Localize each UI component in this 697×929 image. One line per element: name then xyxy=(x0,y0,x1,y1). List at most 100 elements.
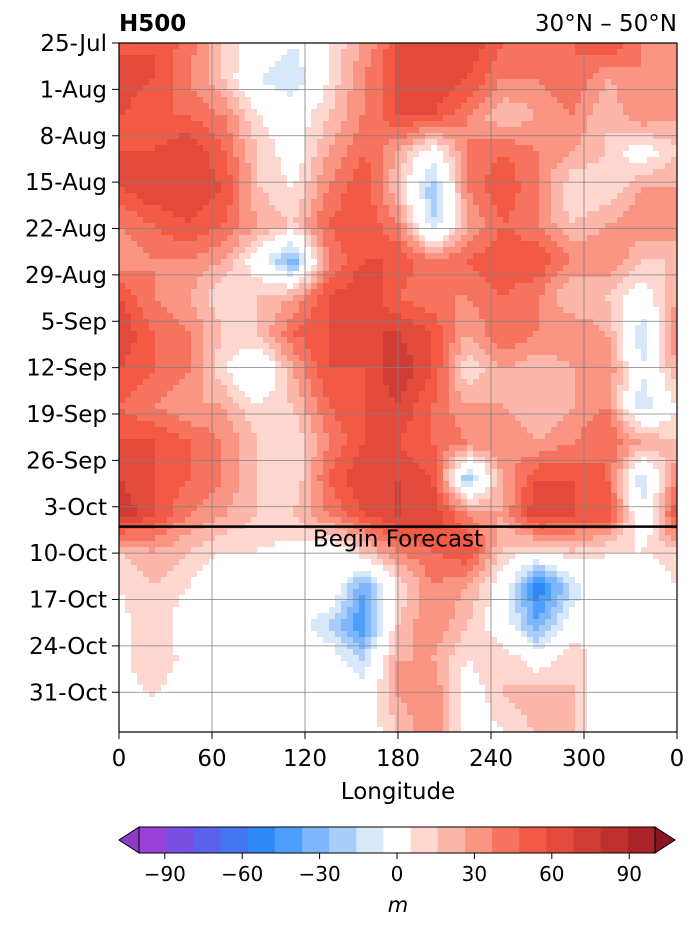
field-cell xyxy=(509,151,516,158)
field-cell xyxy=(311,79,318,86)
field-cell xyxy=(491,163,498,170)
field-cell xyxy=(185,43,192,50)
field-cell xyxy=(611,97,618,104)
field-cell xyxy=(659,265,666,272)
field-cell xyxy=(377,337,384,344)
field-cell xyxy=(161,187,168,194)
field-cell xyxy=(461,253,468,260)
field-cell xyxy=(611,211,618,218)
field-cell xyxy=(191,355,198,362)
field-cell xyxy=(119,229,126,236)
field-cell xyxy=(263,265,270,272)
field-cell xyxy=(521,97,528,104)
field-cell xyxy=(197,223,204,230)
field-cell xyxy=(191,247,198,254)
field-cell xyxy=(173,175,180,182)
field-cell xyxy=(371,181,378,188)
field-cell xyxy=(293,265,300,272)
field-cell xyxy=(563,121,570,128)
field-cell xyxy=(323,307,330,314)
field-cell xyxy=(587,193,594,200)
field-cell xyxy=(185,307,192,314)
field-cell xyxy=(665,331,672,338)
field-cell xyxy=(131,49,138,56)
field-cell xyxy=(431,157,438,164)
field-cell xyxy=(479,73,486,80)
field-cell xyxy=(161,211,168,218)
field-cell xyxy=(413,109,420,116)
field-cell xyxy=(461,97,468,104)
field-cell xyxy=(491,199,498,206)
field-cell xyxy=(323,193,330,200)
field-cell xyxy=(143,181,150,188)
field-cell xyxy=(131,265,138,272)
field-cell xyxy=(305,163,312,170)
field-cell xyxy=(281,55,288,62)
field-cell xyxy=(503,259,510,266)
field-cell xyxy=(545,265,552,272)
field-cell xyxy=(605,355,612,362)
field-cell xyxy=(257,343,264,350)
field-cell xyxy=(503,217,510,224)
field-cell xyxy=(623,331,630,338)
field-cell xyxy=(257,49,264,56)
field-cell xyxy=(611,85,618,92)
field-cell xyxy=(413,181,420,188)
field-cell xyxy=(203,163,210,170)
field-cell xyxy=(665,187,672,194)
field-cell xyxy=(455,259,462,266)
field-cell xyxy=(233,277,240,284)
field-cell xyxy=(371,157,378,164)
field-cell xyxy=(539,229,546,236)
field-cell xyxy=(119,295,126,302)
field-cell xyxy=(257,253,264,260)
field-cell xyxy=(191,253,198,260)
field-cell xyxy=(539,121,546,128)
field-cell xyxy=(155,289,162,296)
field-cell xyxy=(431,49,438,56)
field-cell xyxy=(275,319,282,326)
field-cell xyxy=(257,127,264,134)
field-cell xyxy=(365,295,372,302)
field-cell xyxy=(143,85,150,92)
field-cell xyxy=(305,253,312,260)
field-cell xyxy=(239,343,246,350)
field-cell xyxy=(467,211,474,218)
field-cell xyxy=(587,307,594,314)
field-cell xyxy=(275,241,282,248)
field-cell xyxy=(383,211,390,218)
field-cell xyxy=(383,247,390,254)
field-cell xyxy=(647,109,654,116)
field-cell xyxy=(485,115,492,122)
field-cell xyxy=(659,277,666,284)
field-cell xyxy=(479,97,486,104)
field-cell xyxy=(563,97,570,104)
field-cell xyxy=(401,235,408,242)
field-cell xyxy=(131,283,138,290)
field-cell xyxy=(401,187,408,194)
field-cell xyxy=(365,319,372,326)
field-cell xyxy=(605,271,612,278)
field-cell xyxy=(143,265,150,272)
field-cell xyxy=(251,337,258,344)
field-cell xyxy=(245,211,252,218)
field-cell xyxy=(203,325,210,332)
field-cell xyxy=(419,121,426,128)
field-cell xyxy=(239,43,246,50)
field-cell xyxy=(281,301,288,308)
field-cell xyxy=(587,259,594,266)
field-cell xyxy=(419,265,426,272)
field-cell xyxy=(191,313,198,320)
field-cell xyxy=(263,301,270,308)
field-cell xyxy=(623,349,630,356)
field-cell xyxy=(365,205,372,212)
field-cell xyxy=(617,217,624,224)
field-cell xyxy=(197,127,204,134)
field-cell xyxy=(437,157,444,164)
field-cell xyxy=(611,265,618,272)
field-cell xyxy=(641,85,648,92)
field-cell xyxy=(341,43,348,50)
field-cell xyxy=(443,109,450,116)
field-cell xyxy=(611,61,618,68)
field-cell xyxy=(149,355,156,362)
